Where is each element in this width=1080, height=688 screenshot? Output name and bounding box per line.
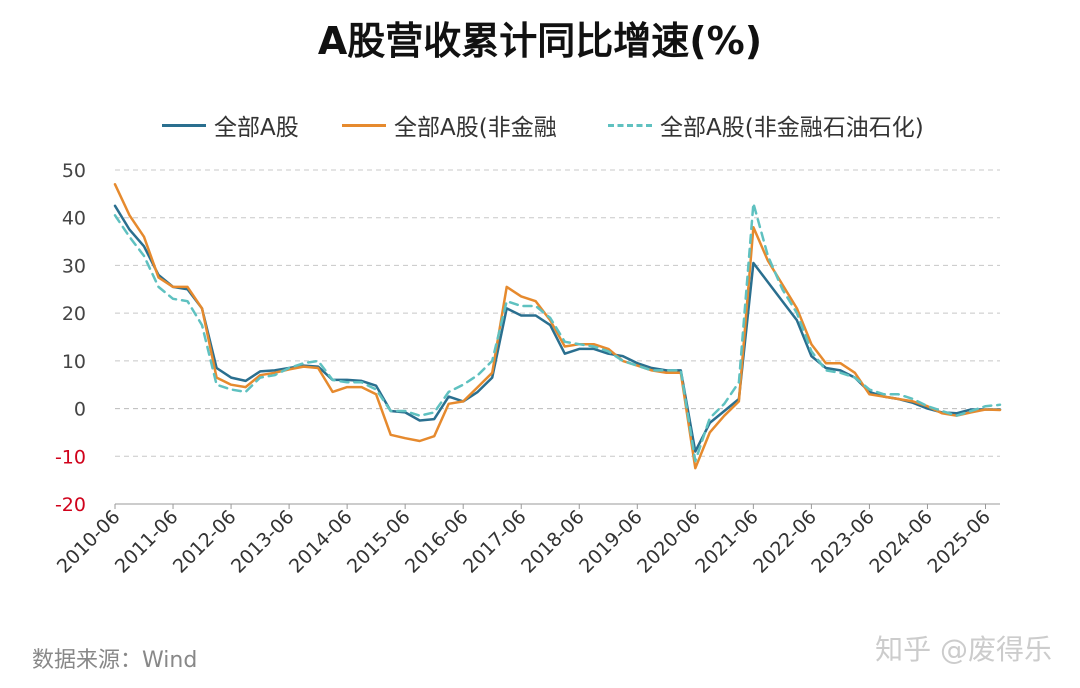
legend-label-non-financial-petro: 全部A股(非金融石油石化) — [660, 115, 924, 141]
x-tick-label-2: 2012-06 — [169, 506, 241, 578]
x-tick-label-11: 2021-06 — [691, 506, 763, 578]
legend-label-non-financial: 全部A股(非金融 — [394, 115, 557, 141]
y-tick-label-5: 0 — [74, 399, 86, 421]
legend-swatch-non-financial-petro — [608, 123, 652, 127]
chart-title: A股营收累计同比增速(%) — [317, 19, 763, 63]
y-tick-label-7: -20 — [55, 494, 86, 516]
x-tick-label-12: 2022-06 — [749, 506, 821, 578]
x-tick-label-4: 2014-06 — [285, 506, 357, 578]
legend-swatch-all-a — [162, 123, 206, 127]
x-tick-label-14: 2024-06 — [865, 506, 937, 578]
legend-label-all-a: 全部A股 — [214, 115, 299, 141]
x-tick-label-0: 2010-06 — [53, 506, 125, 578]
x-tick-label-13: 2023-06 — [807, 506, 879, 578]
source-note: 数据来源：Wind — [32, 648, 198, 673]
x-tick-label-5: 2015-06 — [343, 506, 415, 578]
x-tick-label-15: 2025-06 — [923, 506, 995, 578]
x-tick-label-8: 2018-06 — [517, 506, 589, 578]
y-tick-label-6: -10 — [55, 446, 86, 468]
legend-item-non-financial[interactable]: 全部A股(非金融 — [342, 108, 557, 142]
y-tick-label-0: 50 — [62, 160, 86, 182]
legend-item-all-a[interactable]: 全部A股 — [162, 108, 299, 142]
x-tick-label-10: 2020-06 — [633, 506, 705, 578]
x-tick-label-7: 2017-06 — [459, 506, 531, 578]
legend-item-non-financial-petro[interactable]: 全部A股(非金融石油石化) — [608, 108, 924, 142]
y-tick-label-1: 40 — [62, 208, 86, 230]
legend-swatch-non-financial — [342, 123, 386, 127]
series-line-1 — [113, 183, 1002, 470]
x-tick-label-1: 2011-06 — [111, 506, 183, 578]
series-line-0 — [113, 204, 1002, 453]
y-tick-label-2: 30 — [62, 255, 86, 277]
y-tick-label-4: 10 — [62, 351, 86, 373]
x-tick-label-3: 2013-06 — [227, 506, 299, 578]
y-tick-label-3: 20 — [62, 303, 86, 325]
watermark-credit: 知乎 @废得乐 — [875, 633, 1052, 666]
legend: 全部A股 全部A股(非金融 全部A股(非金融石油石化) — [0, 108, 1080, 144]
x-tick-label-9: 2019-06 — [575, 506, 647, 578]
x-tick-label-6: 2016-06 — [401, 506, 473, 578]
series-line-2 — [113, 202, 1002, 463]
